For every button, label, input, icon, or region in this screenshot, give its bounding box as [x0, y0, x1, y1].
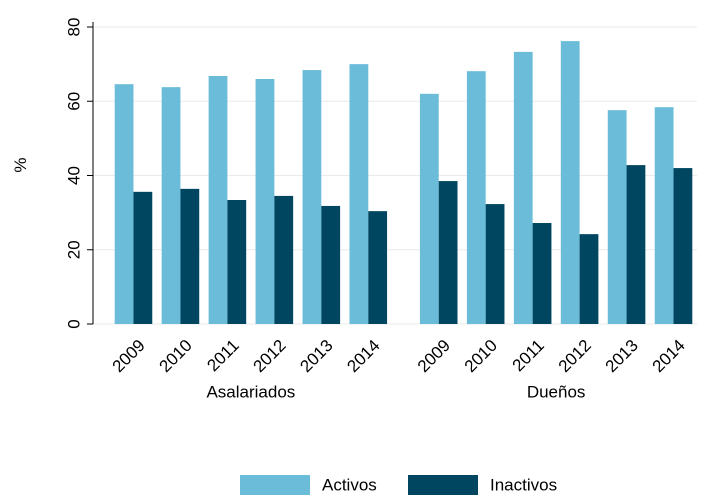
bar [133, 191, 153, 324]
bar [274, 195, 294, 324]
bar [673, 168, 693, 324]
y-axis-label: % [11, 157, 30, 172]
group-label: Dueños [527, 382, 586, 401]
bar [302, 70, 322, 324]
bar [466, 71, 486, 325]
x-tick-label: 2013 [296, 336, 336, 376]
legend-label: Activos [322, 475, 377, 494]
bar [513, 51, 533, 324]
bar [208, 76, 228, 324]
bar [321, 205, 341, 324]
bar [161, 87, 181, 324]
bar [227, 200, 247, 324]
x-tick-label: 2012 [249, 336, 289, 376]
y-tick-label: 20 [64, 240, 83, 259]
x-tick-label: 2011 [509, 336, 548, 375]
y-tick-label: 0 [64, 319, 83, 328]
y-tick-label: 80 [64, 18, 83, 37]
x-tick-label: 2010 [156, 336, 196, 376]
x-tick-label: 2012 [555, 336, 595, 376]
bar [349, 64, 369, 324]
bar [255, 78, 275, 324]
x-tick-label: 2009 [109, 336, 149, 376]
legend-label: Inactivos [490, 475, 557, 494]
bar [532, 223, 552, 324]
bar [579, 234, 599, 324]
y-tick-label: 40 [64, 166, 83, 185]
bar [485, 204, 505, 324]
legend-swatch [408, 475, 478, 495]
bar [114, 84, 134, 324]
y-tick-label: 60 [64, 92, 83, 111]
bar [626, 165, 646, 324]
bar [180, 188, 200, 324]
x-tick-label: 2010 [461, 336, 501, 376]
bar [419, 93, 439, 324]
bar [368, 211, 388, 324]
x-tick-label: 2009 [414, 336, 454, 376]
bar [654, 107, 674, 324]
x-tick-label: 2014 [343, 336, 383, 376]
bar [560, 41, 580, 325]
x-tick-label: 2011 [203, 336, 242, 375]
legend-swatch [240, 475, 310, 495]
group-label: Asalariados [206, 382, 295, 401]
x-tick-label: 2013 [602, 336, 642, 376]
bar [438, 181, 458, 324]
bar [607, 110, 627, 324]
x-tick-label: 2014 [649, 336, 689, 376]
